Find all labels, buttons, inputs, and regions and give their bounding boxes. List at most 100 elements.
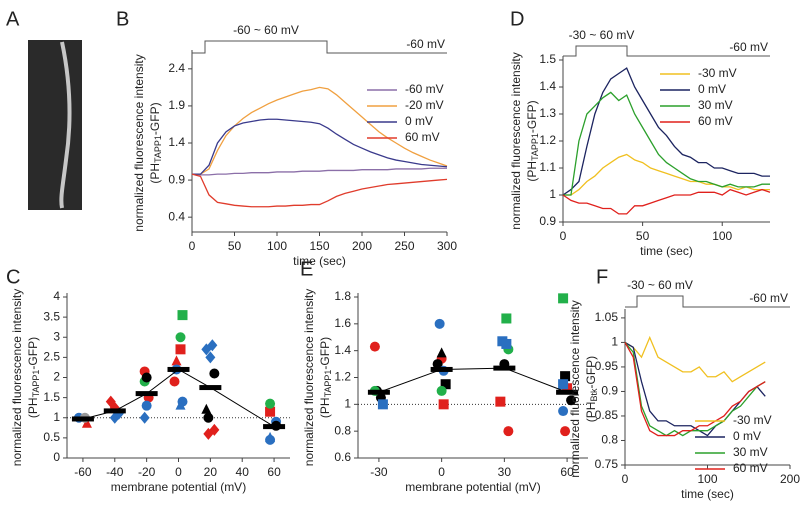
mean-bar <box>556 389 579 395</box>
y-tick-label: 0.9 <box>539 214 556 228</box>
trace <box>563 91 770 196</box>
y-tick-label: 1.4 <box>334 343 351 357</box>
x-tick-label: 100 <box>267 239 287 253</box>
data-point <box>265 431 276 442</box>
legend-label: 60 mV <box>405 130 440 144</box>
y-tick-label: 1.4 <box>168 135 185 149</box>
data-point <box>495 396 506 407</box>
mean-line <box>378 367 568 393</box>
x-tick-label: 0 <box>560 229 567 243</box>
trace <box>624 342 766 437</box>
data-point <box>503 426 514 437</box>
y-label-part: (PH <box>26 397 40 418</box>
y-tick-label: 1 <box>53 410 60 424</box>
trace <box>191 173 448 208</box>
y-tick-label: 1.8 <box>334 289 351 303</box>
mean-bar <box>103 408 126 414</box>
protocol-hold-label: -60 mV <box>406 37 445 51</box>
trace <box>191 167 447 176</box>
y-tick-label: 1 <box>549 187 556 201</box>
y-axis-label: normalized fluorescence intensity <box>132 54 146 231</box>
y-label-part: -GFP) <box>318 337 332 370</box>
data-point <box>141 400 152 411</box>
data-point <box>560 371 571 382</box>
y-tick-label: 1.1 <box>539 160 556 174</box>
data-point <box>440 379 451 390</box>
y-tick-label: 1.4 <box>539 79 556 93</box>
data-point <box>377 399 388 410</box>
y-tick-label: 0.9 <box>601 384 618 398</box>
y-label-subscript: Btk <box>589 388 599 402</box>
y-tick-label: 0.5 <box>43 430 60 444</box>
legend-label: 30 mV <box>733 445 768 459</box>
y-tick-label: 1.05 <box>595 310 619 324</box>
y-tick-label: 1.2 <box>334 370 351 384</box>
x-axis-label: membrane potential (mV) <box>111 480 246 494</box>
data-point <box>201 403 212 414</box>
data-point <box>169 376 180 387</box>
y-axis-label: normalized fluorescence intensity <box>568 300 582 477</box>
micrograph-background <box>28 40 82 210</box>
voltage-protocol <box>563 45 770 57</box>
data-point <box>501 313 512 324</box>
x-axis-label: membrane potential (mV) <box>405 480 540 494</box>
x-tick-label: 50 <box>228 239 242 253</box>
data-point <box>566 395 577 406</box>
legend-label: 60 mV <box>733 461 768 475</box>
trace <box>563 153 770 196</box>
y-axis-label: normalized fluorescence intensity <box>509 52 523 229</box>
data-point <box>139 411 150 424</box>
x-tick-label: 200 <box>780 472 800 486</box>
data-point <box>175 332 186 343</box>
data-point <box>434 318 445 329</box>
x-tick-label: 150 <box>309 239 329 253</box>
y-axis-label: (PHTAPP1-GFP) <box>318 337 333 418</box>
data-point <box>501 338 512 349</box>
x-axis-label: time (sec) <box>681 487 734 501</box>
x-tick-label: 100 <box>712 229 732 243</box>
mean-bar <box>135 391 158 397</box>
y-tick-label: 4 <box>53 289 60 303</box>
y-tick-label: 0.6 <box>334 450 351 464</box>
y-label-subscript: TAPP1 <box>530 133 540 161</box>
x-tick-label: 100 <box>697 472 717 486</box>
mean-bar <box>367 389 390 395</box>
x-tick-label: -40 <box>106 465 124 479</box>
y-axis-label: (PHTAPP1-GFP) <box>148 102 163 183</box>
trace <box>562 67 770 196</box>
legend-label: 30 mV <box>698 98 733 112</box>
y-label-subscript: TAPP1 <box>153 135 163 163</box>
y-label-part: -GFP) <box>525 100 539 133</box>
x-tick-label: -30 <box>370 465 388 479</box>
legend-label: -30 mV <box>698 66 737 80</box>
data-point <box>558 406 569 417</box>
x-tick-label: 30 <box>498 465 512 479</box>
x-tick-label: 300 <box>437 239 457 253</box>
y-tick-label: 1.5 <box>43 390 60 404</box>
trace <box>562 188 771 215</box>
data-point <box>265 406 276 417</box>
legend-label: -60 mV <box>405 82 444 96</box>
y-axis-label: (PHTAPP1-GFP) <box>525 100 540 181</box>
x-axis-label: time (sec) <box>293 254 346 268</box>
panel-letter: C <box>6 266 20 288</box>
legend-label: 0 mV <box>733 429 761 443</box>
y-tick-label: 2 <box>53 370 60 384</box>
panel-letter: A <box>6 8 20 30</box>
data-point <box>560 426 571 437</box>
panel-letter: B <box>116 8 129 30</box>
mean-bar <box>199 385 222 391</box>
y-label-part: -GFP) <box>148 102 162 135</box>
y-tick-label: 0.4 <box>168 209 185 223</box>
y-tick-label: 2.5 <box>43 350 60 364</box>
y-label-part: (PH <box>584 402 598 423</box>
data-point <box>432 359 443 370</box>
legend-label: -30 mV <box>733 413 772 427</box>
y-label-part: -GFP) <box>584 356 598 389</box>
y-tick-label: 0 <box>53 450 60 464</box>
legend-label: 0 mV <box>698 82 726 96</box>
x-tick-label: 60 <box>267 465 281 479</box>
x-tick-label: 40 <box>236 465 250 479</box>
data-point <box>203 412 214 423</box>
